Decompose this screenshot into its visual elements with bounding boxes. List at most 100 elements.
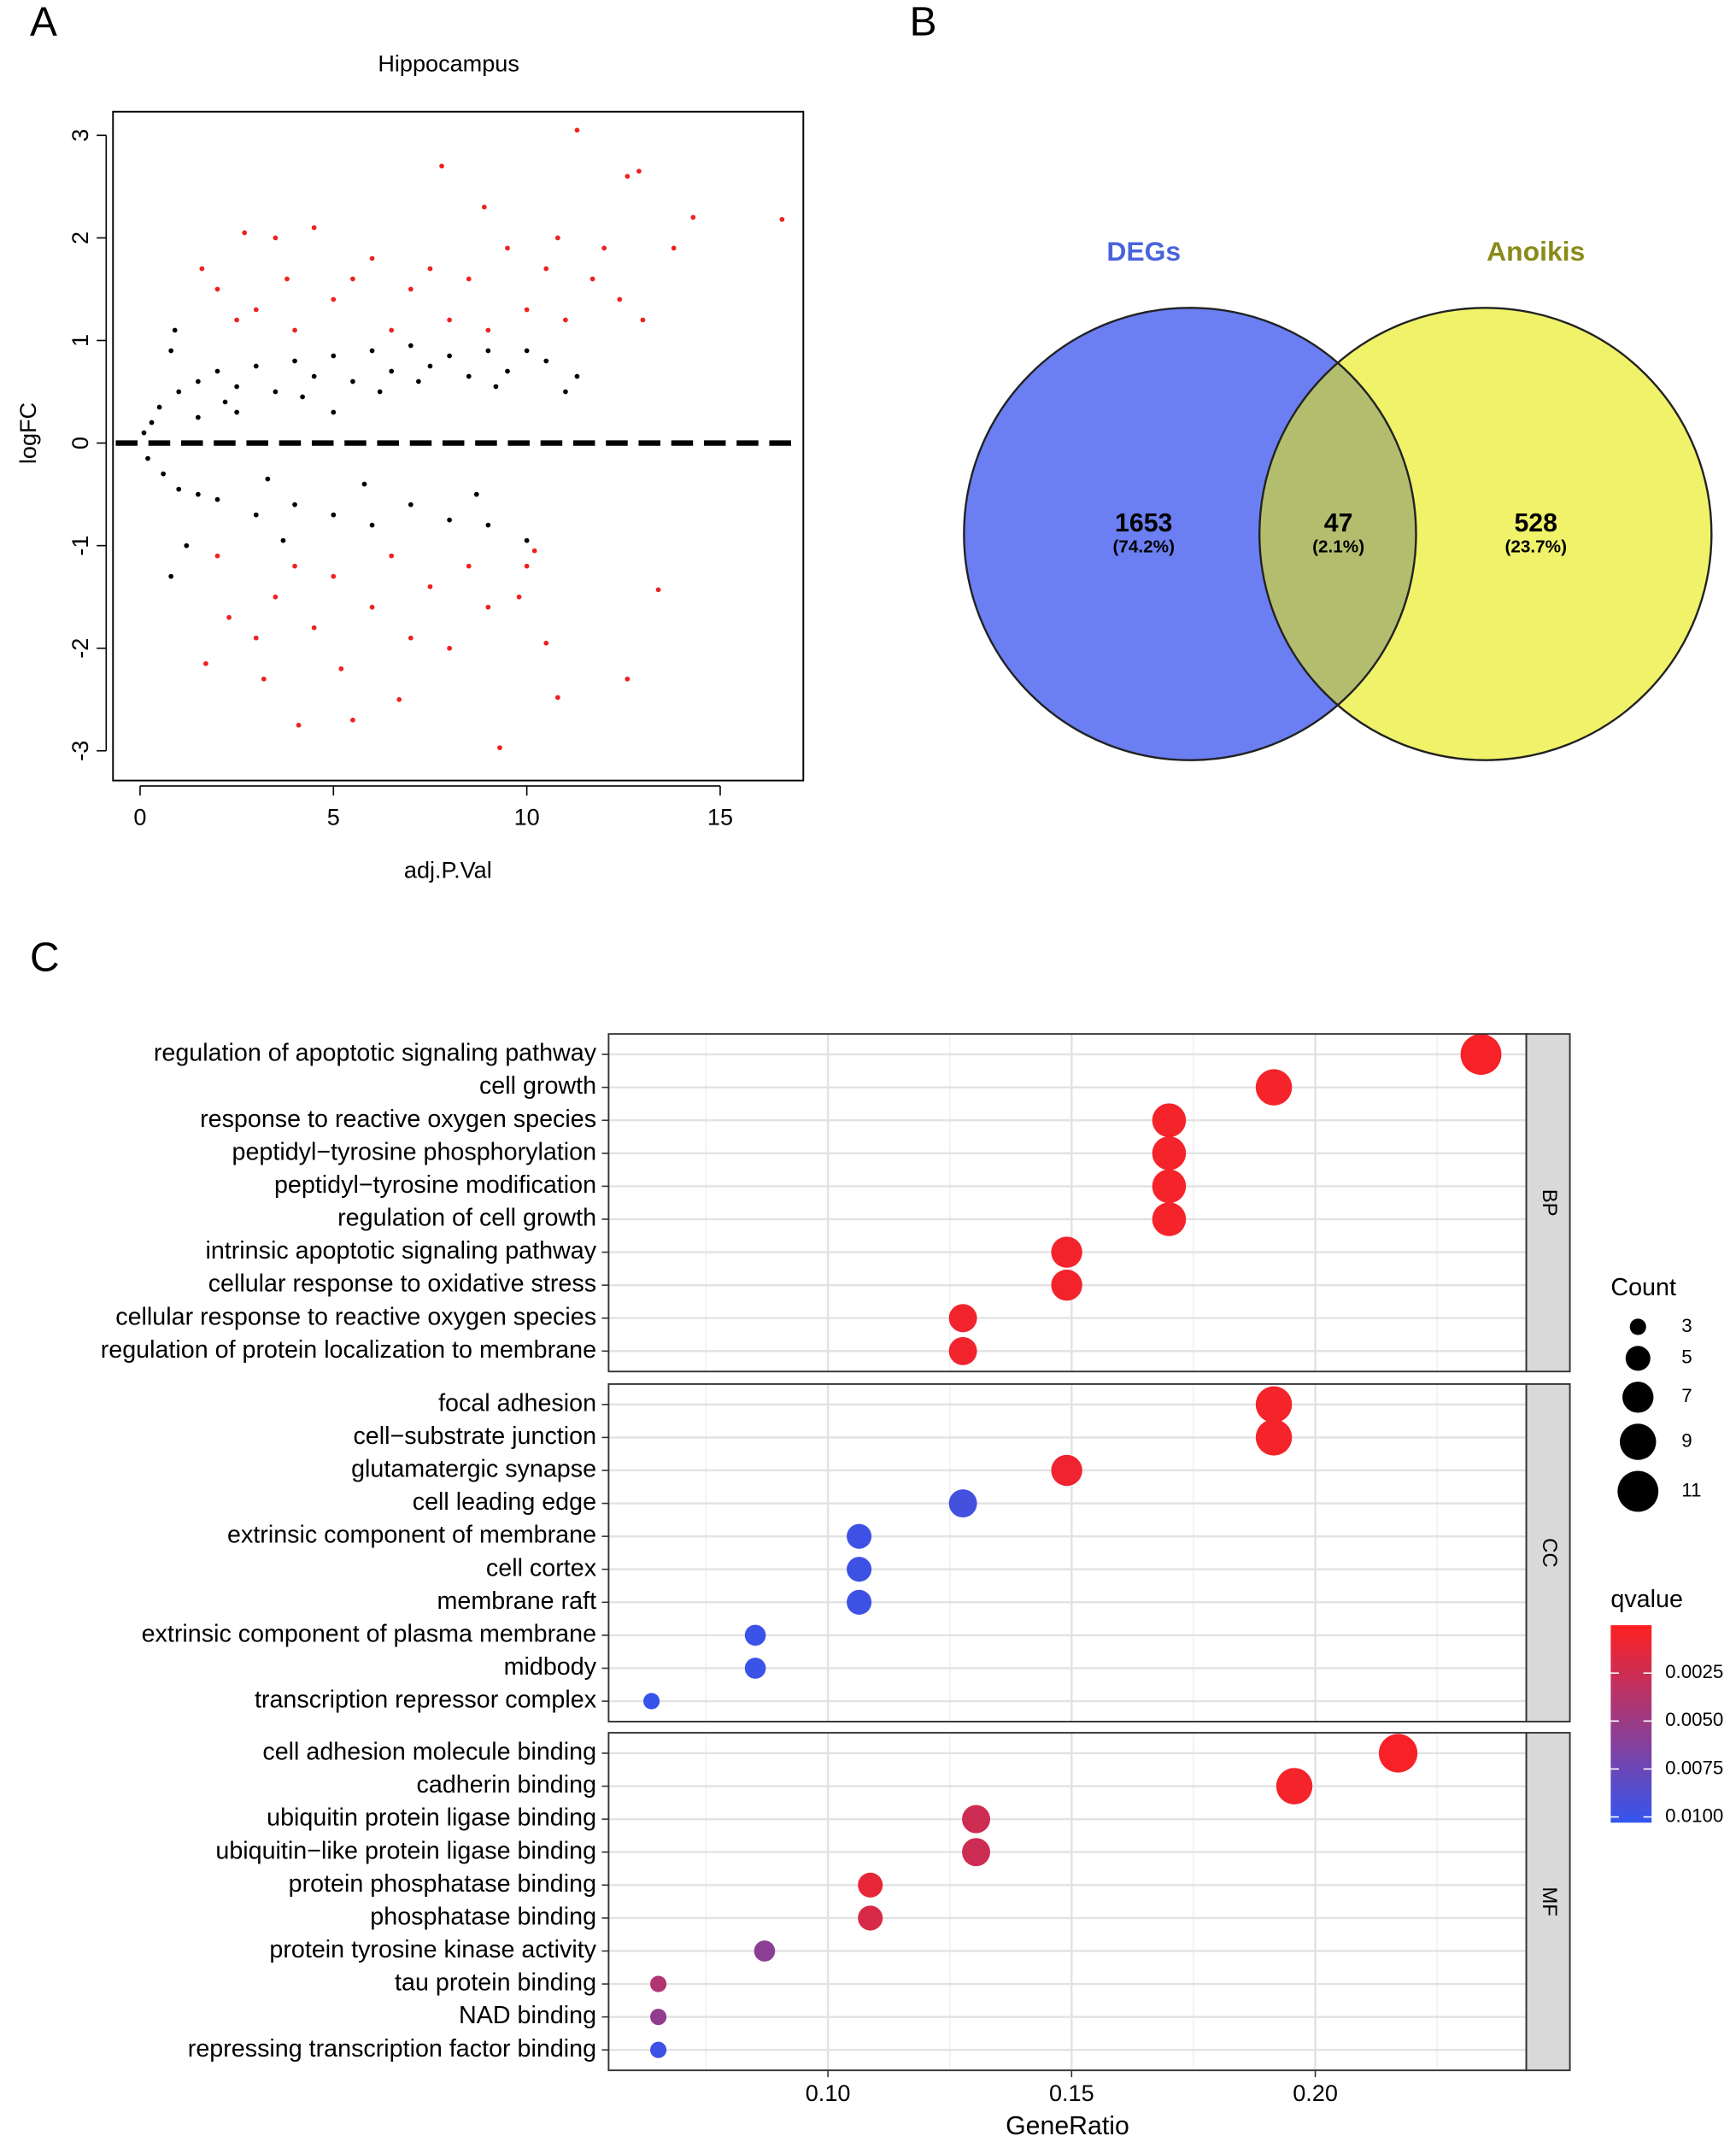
- point: [292, 563, 297, 569]
- region-percent: (74.2%): [1112, 537, 1175, 556]
- category-label: cell cortex: [486, 1554, 597, 1581]
- legend-label: 3: [1681, 1315, 1692, 1336]
- dot: [744, 1624, 766, 1646]
- facet-strip: [1525, 1732, 1571, 2072]
- point: [168, 348, 174, 354]
- point: [292, 502, 297, 508]
- category-label: protein phosphatase binding: [289, 1870, 596, 1898]
- point: [331, 512, 337, 518]
- dot: [650, 2041, 667, 2058]
- dot: [1051, 1269, 1082, 1301]
- dot: [1152, 1202, 1187, 1236]
- point: [617, 296, 623, 302]
- dot: [962, 1804, 990, 1834]
- category-label: membrane raft: [437, 1587, 597, 1615]
- point: [466, 373, 472, 379]
- y-tick-label: 3: [67, 129, 93, 142]
- dot: [1051, 1236, 1082, 1268]
- point: [427, 266, 433, 272]
- point: [350, 717, 355, 723]
- y-tick-label: -3: [67, 741, 93, 761]
- region-count: 1653: [1115, 509, 1172, 537]
- set-label: Anoikis: [1487, 236, 1585, 267]
- point: [273, 389, 279, 395]
- point: [396, 696, 402, 702]
- category-label: regulation of cell growth: [337, 1205, 596, 1232]
- point: [234, 317, 240, 323]
- point: [292, 327, 297, 333]
- category-label: focal adhesion: [438, 1389, 596, 1417]
- x-tick-label: 0: [133, 803, 146, 830]
- dot: [1051, 1454, 1082, 1487]
- point: [574, 373, 580, 379]
- dot: [1152, 1103, 1187, 1138]
- point: [377, 389, 383, 395]
- legend-title: qvalue: [1610, 1586, 1683, 1613]
- point: [195, 491, 201, 497]
- point: [505, 245, 510, 251]
- x-tick-label: 10: [514, 803, 540, 830]
- x-tick-label: 0.10: [806, 2080, 851, 2106]
- point: [447, 517, 452, 523]
- colorbar-label: 0.0075: [1665, 1757, 1723, 1778]
- x-tick-label: 0.20: [1293, 2080, 1338, 2106]
- point: [655, 587, 661, 593]
- set-outline: [963, 307, 1417, 761]
- dot: [847, 1557, 872, 1582]
- point: [176, 389, 182, 395]
- point: [427, 363, 433, 369]
- legend-label: 7: [1681, 1385, 1692, 1406]
- category-label: cell growth: [479, 1072, 596, 1100]
- point: [625, 676, 630, 682]
- point: [273, 235, 279, 241]
- point: [184, 543, 190, 549]
- point: [253, 635, 259, 641]
- point: [292, 358, 297, 364]
- point: [214, 553, 220, 559]
- point: [222, 399, 228, 405]
- x-tick-label: 5: [327, 803, 340, 830]
- point: [242, 230, 248, 236]
- point: [253, 363, 259, 369]
- point: [636, 168, 642, 174]
- plot-frame: [112, 110, 805, 782]
- point: [601, 245, 607, 251]
- point: [690, 214, 696, 220]
- category-label: tau protein binding: [395, 1969, 596, 1997]
- point: [427, 584, 433, 590]
- point: [284, 276, 290, 282]
- point: [574, 127, 580, 133]
- point: [447, 317, 452, 323]
- category-label: glutamatergic synapse: [351, 1456, 596, 1483]
- point: [524, 307, 530, 313]
- point: [554, 235, 560, 241]
- dot: [754, 1940, 776, 1962]
- point: [493, 384, 499, 390]
- dot: [1276, 1768, 1313, 1804]
- point: [156, 404, 162, 410]
- overlap: [1259, 308, 1416, 760]
- point: [389, 368, 395, 374]
- legend-label: 9: [1681, 1429, 1692, 1451]
- x-tick-label: 0.15: [1049, 2080, 1094, 2106]
- dot: [744, 1658, 766, 1679]
- dot: [847, 1589, 872, 1615]
- point: [524, 348, 530, 354]
- point: [141, 430, 147, 436]
- dot: [948, 1489, 977, 1518]
- point: [161, 471, 166, 477]
- dot: [847, 1523, 872, 1549]
- region-percent: (2.1%): [1312, 537, 1364, 556]
- panel-bg: [608, 1733, 1527, 2071]
- x-axis-label: GeneRatio: [1006, 2112, 1129, 2136]
- legend-dot: [1620, 1423, 1657, 1460]
- point: [505, 368, 510, 374]
- legend-dot: [1625, 1346, 1651, 1371]
- point: [408, 502, 413, 508]
- dot: [962, 1838, 990, 1867]
- y-tick-label: 2: [67, 232, 93, 244]
- point: [214, 368, 220, 374]
- point: [172, 327, 178, 333]
- point: [195, 414, 201, 420]
